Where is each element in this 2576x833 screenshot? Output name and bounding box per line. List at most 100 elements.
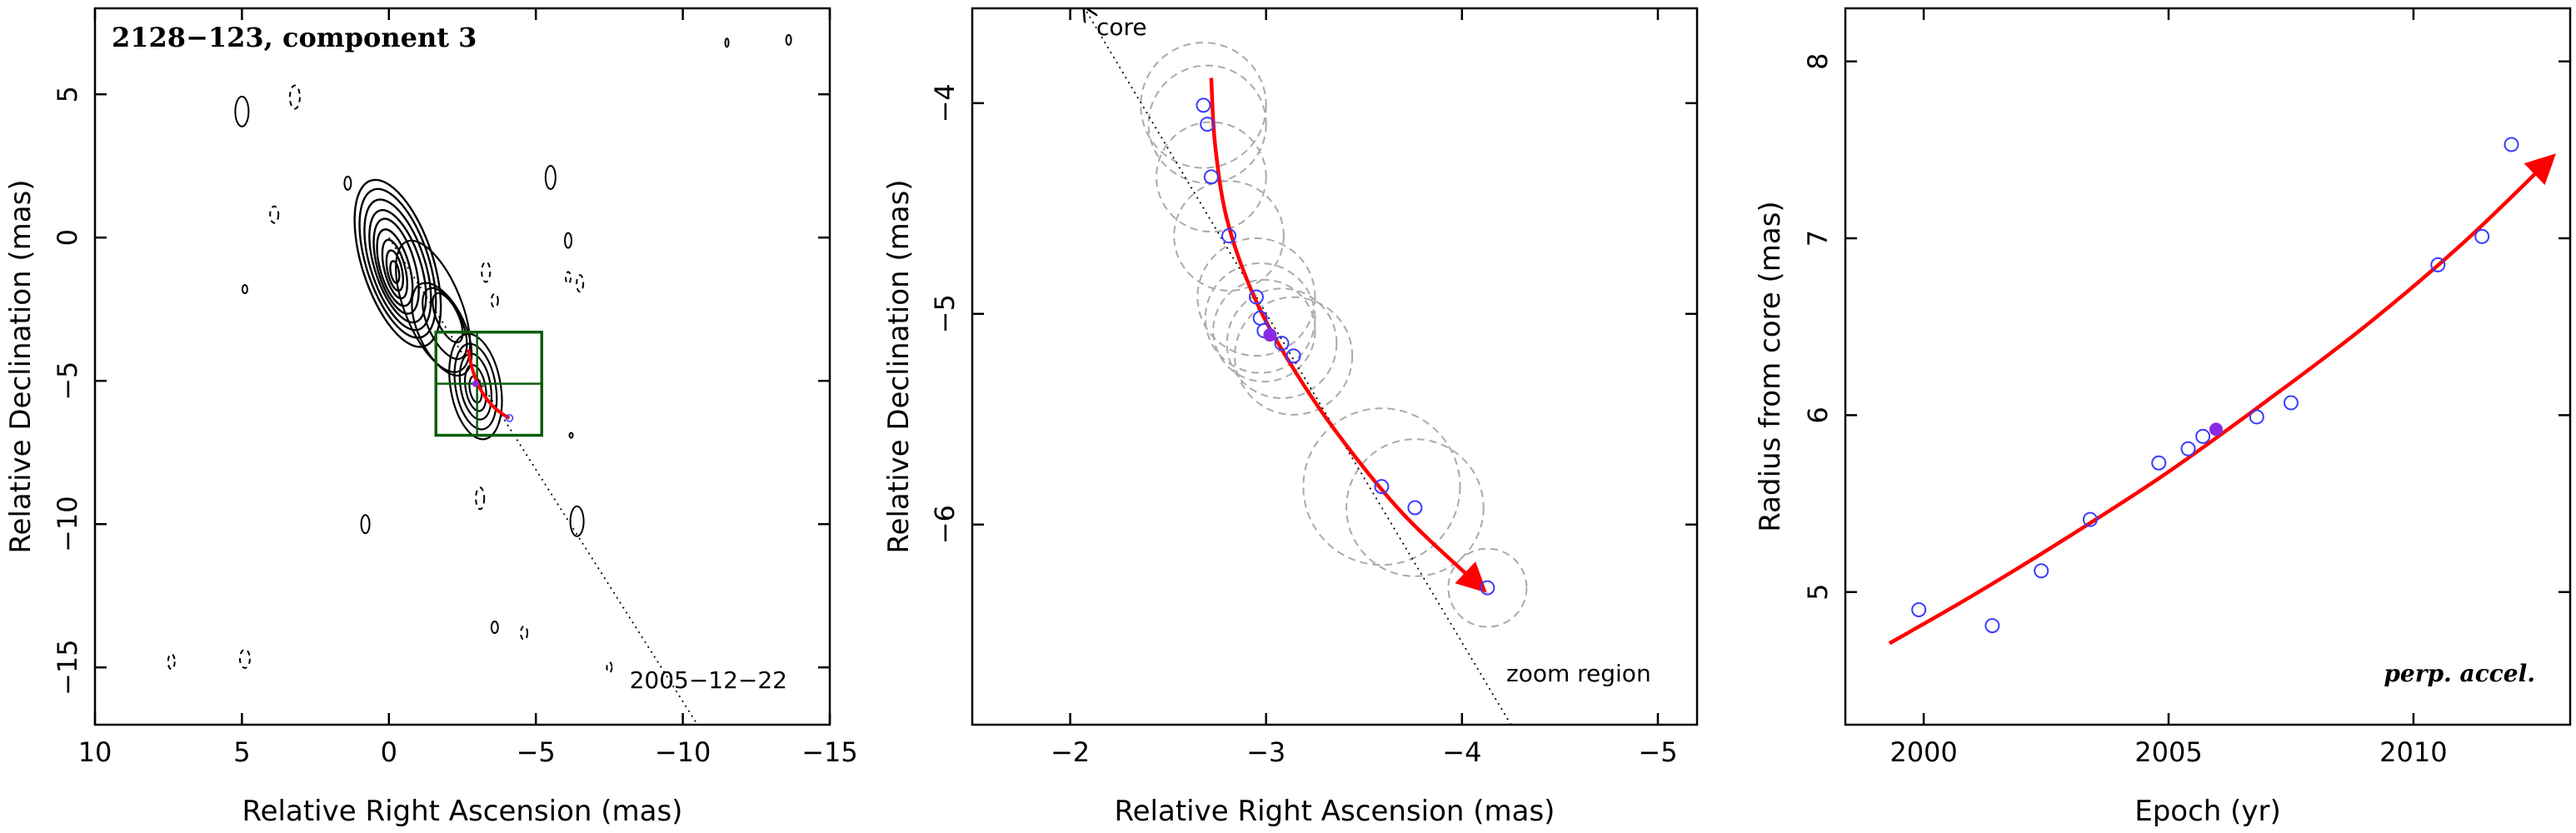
p2-data-point [1221, 228, 1237, 244]
p1-noise-contour [568, 431, 574, 439]
p2-ticks: −2 −3 −4 −5 −4 −5 −6 [929, 8, 1697, 768]
p0-ytick-label: −5 [52, 362, 83, 401]
p1-core-contour [363, 198, 432, 332]
p3-highlight-point [2209, 422, 2223, 436]
p1-frame [93, 7, 831, 726]
p2-size-circle [1447, 547, 1528, 628]
p2-marks [1086, 11, 1528, 725]
p1-noise-contour [544, 164, 557, 190]
p2-size-circle [1156, 121, 1267, 233]
p1-noise-contour [475, 486, 486, 511]
p3-data-point [2430, 257, 2446, 272]
p1-xtick-label: −3 [1246, 736, 1286, 768]
p2-data-point [1286, 348, 1301, 364]
p1-xtick-label: −4 [1442, 736, 1481, 768]
p1-y-axis-label: Relative Declination (mas) [4, 179, 37, 553]
p2-trajectory [1209, 77, 1487, 593]
p1-noise-contour [520, 625, 529, 641]
p3-data-point [2474, 228, 2490, 244]
p2-data-point [1200, 117, 1216, 132]
p1-core-contour [358, 187, 437, 339]
p2-size-circle [1212, 278, 1316, 383]
p2-core-label: core [1096, 13, 1147, 41]
p3-y-axis-label: Radius from core (mas) [1754, 201, 1787, 531]
p2-data-point [1248, 289, 1264, 305]
p3-fit-curve [1888, 153, 2556, 646]
p3-data-point [2504, 137, 2519, 152]
p3-data-point [2151, 455, 2167, 471]
p2-size-circle [1140, 42, 1267, 169]
p1-noise-contour [724, 37, 730, 48]
p1-noise-contour [238, 648, 251, 669]
p2-data-point [1407, 500, 1423, 516]
p1-noise-contour [343, 175, 352, 191]
p1-jet-contour [432, 292, 464, 344]
p1-ticks: 10 5 0 −5 −10 −15 5 0 −5 −10 −15 [52, 8, 858, 768]
p0-ytick-label: −15 [52, 639, 83, 696]
p0-xtick-label: −15 [801, 736, 858, 768]
p0-xtick-label: 10 [78, 736, 112, 768]
p1-noise-contour [576, 274, 585, 293]
p3-data-point [1911, 601, 1927, 617]
p2-size-circle [1302, 407, 1461, 566]
p2-data-point [1274, 336, 1290, 352]
p2-size-circle [1173, 180, 1285, 292]
p1-noise-contour [241, 284, 248, 295]
p1-noise-contour [490, 292, 499, 308]
p1-noise-contour [490, 621, 499, 635]
p3-data-point [2180, 441, 2196, 456]
p2-data-point [1203, 169, 1219, 185]
panel-contour-map: 2128−123, component 3 2005−12−22 Relativ… [4, 7, 858, 828]
p2-data-point [1374, 479, 1390, 495]
p0-xtick-label: −10 [655, 736, 711, 768]
p1-core-contour [368, 209, 427, 324]
p1-ytick-label: −4 [929, 83, 961, 122]
p1-jet-contour [422, 287, 468, 361]
p1-xtick-label: −5 [1638, 736, 1677, 768]
p1-plot-area [167, 33, 792, 725]
p0-ytick-label: 0 [52, 229, 83, 246]
p1-ytick-label: −6 [929, 505, 961, 544]
p2-y-axis-label: Relative Declination (mas) [882, 179, 916, 553]
p1-end-point [505, 414, 514, 422]
p3-data-point [2082, 511, 2098, 527]
p2-xtick-label: 2010 [2379, 736, 2447, 768]
p1-ytick-label: −5 [929, 294, 961, 333]
p1-trajectory [467, 349, 511, 420]
p3-data-point [2249, 409, 2264, 425]
p1-noise-contour [269, 205, 280, 224]
panel-zoom-region: core zoom region Relative Right Ascensio… [882, 7, 1699, 828]
p0-xtick-label: 0 [381, 736, 397, 768]
p1-noise-contour [564, 232, 573, 249]
p1-epoch-label: 2005−12−22 [630, 666, 787, 694]
p1-noise-contour [234, 95, 250, 127]
p1-noise-contour [785, 33, 792, 46]
p2-highlight-point [1263, 328, 1277, 342]
p1-noise-contour [481, 261, 492, 283]
p1-core-contour [381, 238, 409, 300]
p1-noise-contour [167, 653, 176, 671]
p1-core-contour [372, 217, 420, 315]
p1-core-contour [353, 178, 442, 348]
p3-data-point [2034, 563, 2049, 579]
p2-plot-area [1086, 11, 1528, 725]
p1-noise-contour [360, 514, 371, 535]
p1-noise-contour [606, 661, 613, 674]
p2-zoom-label: zoom region [1506, 660, 1651, 687]
p2-size-circle [1147, 64, 1267, 184]
p1-xtick-label: −2 [1051, 736, 1090, 768]
p2-x-axis-label: Relative Right Ascension (mas) [1115, 795, 1555, 828]
p1-x-axis-label: Relative Right Ascension (mas) [242, 795, 683, 828]
p1-core-contour [376, 228, 414, 307]
p3-marks [1888, 137, 2556, 646]
p3-data-point [2195, 428, 2211, 444]
p2-ytick-label: 6 [1802, 407, 1834, 423]
p1-noise-contour [288, 84, 301, 110]
p0-xtick-label: −5 [517, 736, 556, 768]
p3-data-point [1984, 618, 2000, 634]
p3-frame [1844, 7, 2572, 726]
panel-radius-vs-epoch: perp. accel. Epoch (yr) Radius from core… [1754, 7, 2572, 828]
p2-frame [971, 7, 1699, 726]
p2-ytick-label: 8 [1802, 53, 1834, 70]
